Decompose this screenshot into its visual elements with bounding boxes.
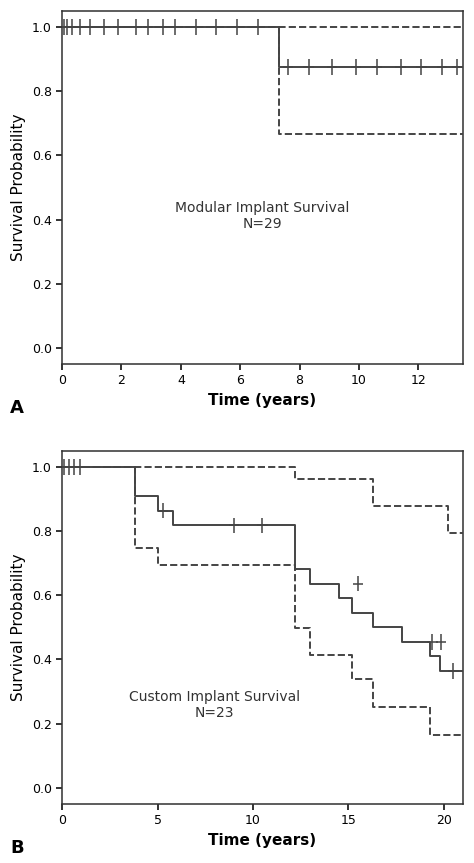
X-axis label: Time (years): Time (years) — [209, 833, 317, 847]
Text: Modular Implant Survival
N=29: Modular Implant Survival N=29 — [175, 200, 350, 230]
Text: Custom Implant Survival
N=23: Custom Implant Survival N=23 — [129, 690, 300, 720]
Text: B: B — [10, 839, 24, 857]
X-axis label: Time (years): Time (years) — [209, 393, 317, 408]
Text: A: A — [10, 399, 24, 417]
Y-axis label: Survival Probability: Survival Probability — [11, 114, 26, 261]
Y-axis label: Survival Probability: Survival Probability — [11, 553, 26, 701]
